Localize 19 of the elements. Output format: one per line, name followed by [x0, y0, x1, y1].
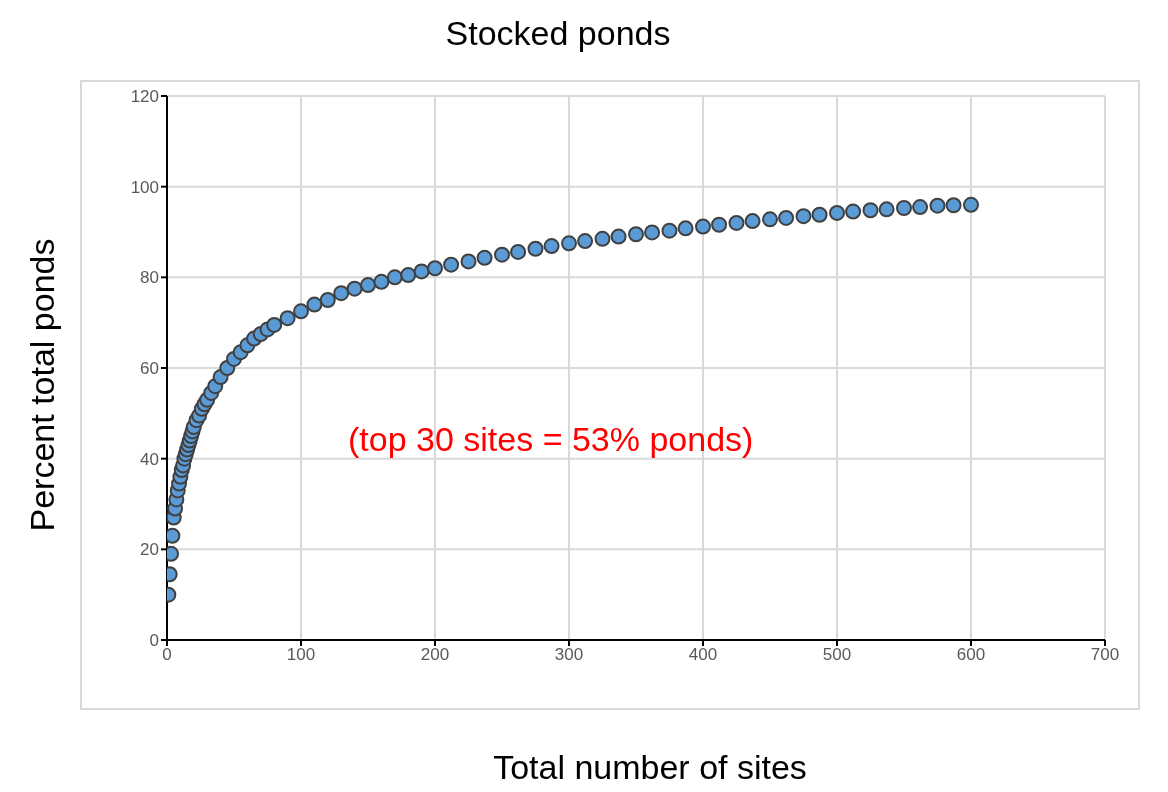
y-tick-label: 120 [130, 87, 159, 107]
x-tick-label: 300 [554, 645, 584, 665]
chart-title: Stocked ponds [444, 14, 672, 53]
x-tick-label: 400 [688, 645, 718, 665]
annotation: (top 30 sites = 53% ponds) [348, 420, 754, 459]
y-tick-label: 80 [140, 268, 159, 288]
x-axis-title: Total number of sites [492, 748, 808, 787]
y-tick-label: 60 [140, 359, 159, 379]
y-tick-label: 20 [140, 540, 159, 560]
x-tick-label: 0 [162, 645, 172, 665]
y-tick-label: 40 [140, 449, 159, 469]
y-axis-title: Percent total ponds [22, 238, 62, 532]
x-tick-label: 700 [1090, 645, 1120, 665]
x-tick-label: 500 [822, 645, 852, 665]
x-tick-label: 100 [286, 645, 316, 665]
x-tick-label: 600 [956, 645, 986, 665]
y-tick-label: 100 [130, 177, 159, 197]
x-tick-label: 200 [420, 645, 450, 665]
y-tick-label: 0 [149, 631, 159, 651]
